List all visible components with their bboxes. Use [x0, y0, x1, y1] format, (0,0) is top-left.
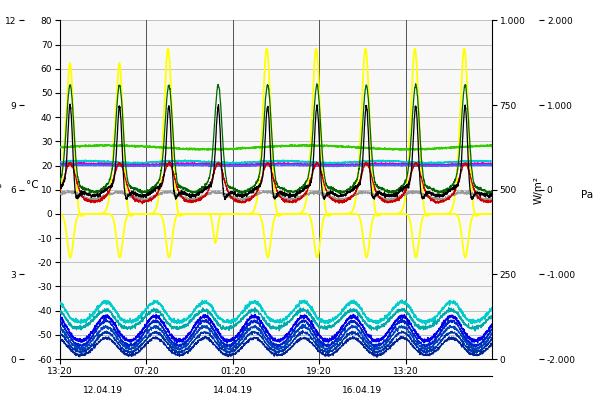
Text: 14.04.19: 14.04.19: [213, 386, 253, 395]
Text: 16.04.19: 16.04.19: [343, 386, 382, 395]
Y-axis label: °C: °C: [26, 180, 38, 190]
Text: 12.04.19: 12.04.19: [83, 386, 123, 395]
Y-axis label: Pa: Pa: [581, 190, 593, 200]
Y-axis label: W/m²: W/m²: [534, 176, 544, 204]
Y-axis label: %: %: [0, 180, 1, 190]
